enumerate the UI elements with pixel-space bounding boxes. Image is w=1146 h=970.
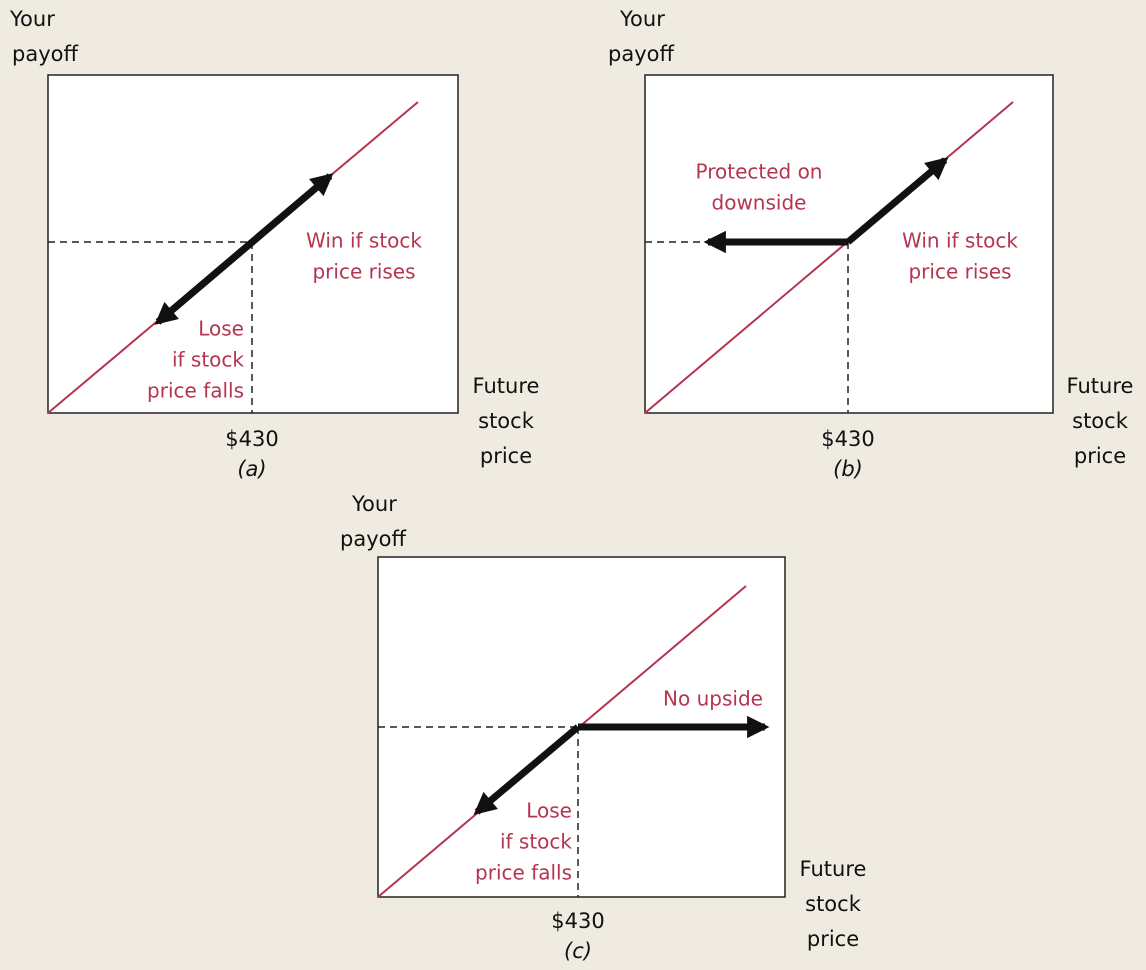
y-axis-label: payoff — [340, 527, 406, 551]
arrow — [154, 173, 333, 325]
x-axis-label: stock — [805, 892, 862, 916]
y-axis-label: Your — [9, 7, 55, 31]
strike-label: $430 — [821, 427, 874, 451]
x-axis-label: Future — [1067, 374, 1134, 398]
x-axis-label: Future — [800, 857, 867, 881]
annotation: Win if stock — [902, 229, 1018, 253]
x-axis-label: price — [1074, 444, 1126, 468]
x-axis-label: price — [480, 444, 532, 468]
annotation: price falls — [475, 861, 572, 885]
panel-caption: (b) — [833, 457, 863, 481]
annotation: if stock — [172, 348, 244, 372]
annotation: price falls — [147, 379, 244, 403]
arrow — [845, 157, 949, 245]
annotation: Lose — [198, 317, 244, 341]
x-axis-label: Future — [473, 374, 540, 398]
panel-caption: (a) — [237, 457, 266, 481]
arrow — [473, 724, 581, 815]
annotation: if stock — [500, 830, 572, 854]
y-axis-label: Your — [351, 492, 397, 516]
annotation: downside — [712, 191, 807, 215]
panel-caption: (c) — [564, 939, 592, 963]
annotation: Win if stock — [306, 229, 422, 253]
annotation: price rises — [908, 260, 1011, 284]
x-axis-label: stock — [1072, 409, 1129, 433]
annotation: Protected on — [696, 160, 823, 184]
strike-label: $430 — [225, 427, 278, 451]
x-axis-label: price — [807, 927, 859, 951]
strike-label: $430 — [551, 909, 604, 933]
payoff-line — [644, 101, 1014, 414]
annotation: price rises — [312, 260, 415, 284]
y-axis-label: Your — [619, 7, 665, 31]
annotation: Lose — [526, 799, 572, 823]
y-axis-label: payoff — [608, 42, 674, 66]
y-axis-label: payoff — [12, 42, 78, 66]
annotation: No upside — [663, 687, 763, 711]
x-axis-label: stock — [478, 409, 535, 433]
